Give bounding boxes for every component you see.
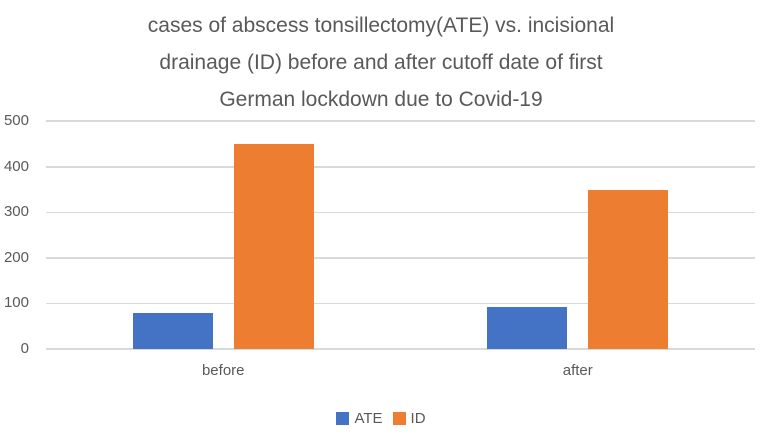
- bar-id-after: [588, 190, 669, 349]
- y-tick-label: 0: [20, 340, 29, 357]
- chart-title-line-1: cases of abscess tonsillectomy(ATE) vs. …: [147, 14, 615, 37]
- x-tick-label-before: before: [201, 362, 245, 379]
- x-tick-label-after: after: [562, 362, 593, 379]
- y-tick-label: 400: [3, 157, 29, 175]
- legend-swatch-icon-ate: [336, 412, 350, 425]
- y-tick-label: 300: [3, 203, 29, 221]
- plot-area: [46, 120, 755, 350]
- gridline-300: [46, 211, 755, 214]
- chart-title-line-3: German lockdown due to Covid-19: [219, 88, 543, 111]
- chart-title-line-2: drainage (ID) before and after cutoff da…: [159, 51, 603, 74]
- chart-title: cases of abscess tonsillectomy(ATE) vs. …: [51, 7, 711, 118]
- legend-item-id: ID: [392, 410, 426, 427]
- category-group-after: [401, 121, 756, 349]
- gridline-100: [46, 302, 755, 305]
- bar-ate-after: [487, 306, 568, 349]
- gridline-500: [46, 120, 755, 122]
- legend-swatch-icon-id: [392, 412, 406, 425]
- x-axis: before after: [46, 362, 755, 379]
- y-tick-label: 500: [3, 112, 29, 129]
- legend-label-ate: ATE: [354, 410, 383, 427]
- y-tick-label: 100: [3, 294, 29, 312]
- bar-ate-before: [132, 313, 213, 349]
- gridline-400: [46, 166, 755, 168]
- legend-label-id: ID: [410, 410, 426, 427]
- bars-layer: [46, 121, 755, 349]
- y-axis: 0 100 200 300 400 500: [0, 112, 29, 357]
- gridline-200: [46, 257, 755, 259]
- legend: ATE ID: [0, 410, 762, 427]
- legend-item-ate: ATE: [336, 410, 383, 427]
- gridline-0: [46, 348, 755, 350]
- y-tick-label: 200: [3, 248, 29, 266]
- bar-id-before: [233, 143, 314, 349]
- category-group-before: [46, 121, 401, 349]
